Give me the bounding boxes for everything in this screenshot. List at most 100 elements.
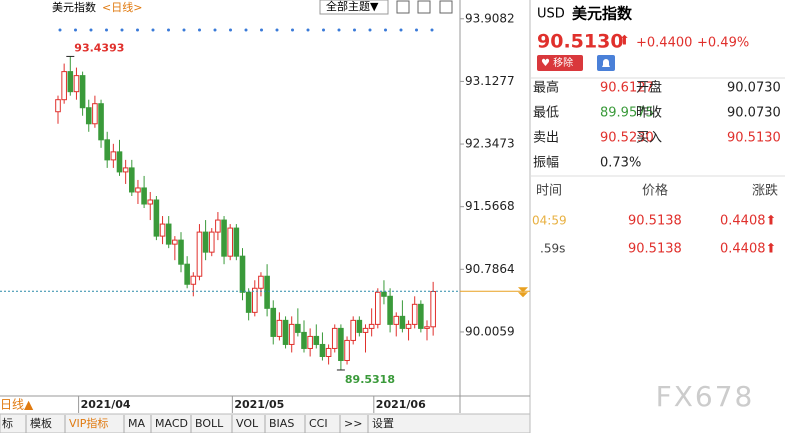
toolbar-item[interactable]: MA xyxy=(128,417,145,430)
toolbar-item[interactable]: 模板 xyxy=(30,416,52,430)
candle-body xyxy=(338,327,344,361)
x-tick-label: 2021/05 xyxy=(234,398,284,411)
toolbar-item[interactable]: VOL xyxy=(236,417,259,430)
candle-body xyxy=(92,103,98,125)
dot xyxy=(306,28,310,32)
candle-body xyxy=(368,323,375,329)
candle-body xyxy=(393,315,400,325)
candle-body xyxy=(147,199,154,205)
candle-body xyxy=(430,290,436,328)
stat-value: 90.6127 xyxy=(600,81,654,96)
remove-label[interactable]: ♥ 移除 xyxy=(541,56,573,69)
dot xyxy=(74,28,77,32)
candle-body xyxy=(411,303,418,325)
stat-label: 最低 xyxy=(533,106,559,121)
candle-body xyxy=(55,99,61,113)
candle-body xyxy=(405,323,412,329)
dot xyxy=(167,28,170,32)
dot xyxy=(229,28,232,32)
candle-body xyxy=(307,335,313,349)
stat-value: 90.5230 xyxy=(600,131,654,146)
quote-name: 美元指数 xyxy=(572,5,633,23)
symbol: USD xyxy=(537,7,565,22)
icon-button[interactable] xyxy=(439,0,453,14)
candle-body xyxy=(79,75,86,109)
stat-value: 89.9575 xyxy=(600,106,654,121)
toolbar-item[interactable]: 设置 xyxy=(372,417,394,430)
y-tick-label: 93.1277 xyxy=(465,74,515,88)
toolbar-item[interactable]: >> xyxy=(344,417,362,430)
candle-body xyxy=(190,275,197,285)
dot xyxy=(244,28,248,32)
extreme-label: 89.5318 xyxy=(345,373,395,386)
candle-body xyxy=(325,347,332,357)
stat-label: 开盘 xyxy=(636,80,662,96)
candle-body xyxy=(129,167,135,193)
remove-button[interactable] xyxy=(537,55,583,71)
toolbar-item[interactable]: BOLL xyxy=(195,417,224,430)
candle-body xyxy=(116,151,123,173)
chart-title: 美元指数 xyxy=(52,0,96,14)
candle-body xyxy=(276,319,283,337)
dot xyxy=(415,28,418,32)
period-button[interactable]: 日线▲ xyxy=(0,398,34,412)
theme-box[interactable] xyxy=(319,0,389,15)
dot xyxy=(89,28,93,32)
tick-header: 价格 xyxy=(642,183,668,199)
icon-button[interactable] xyxy=(396,0,410,14)
candle-body xyxy=(227,227,233,257)
candle-body xyxy=(184,263,190,285)
y-tick-label: 93.9082 xyxy=(465,11,515,25)
candle-body xyxy=(67,71,74,93)
stat-value: 90.0730 xyxy=(727,81,781,96)
icon-button[interactable] xyxy=(417,0,431,14)
dot xyxy=(105,28,108,32)
candle-body xyxy=(381,291,387,297)
candle-body xyxy=(350,319,356,341)
candle-body xyxy=(73,75,80,93)
x-tick-label: 2021/04 xyxy=(81,398,131,411)
tick-header: 时间 xyxy=(536,184,562,199)
candle-body xyxy=(85,107,92,125)
candle-body xyxy=(399,315,406,329)
stat-label: 昨收 xyxy=(636,106,662,121)
dot xyxy=(260,28,263,32)
change: +0.4400 xyxy=(636,36,692,51)
stat-label: 振幅 xyxy=(533,156,559,171)
candle-body xyxy=(239,255,246,293)
candle-body xyxy=(424,326,430,329)
bell-icon xyxy=(602,59,610,67)
y-tick-label: 90.7864 xyxy=(465,262,515,276)
x-tick-label: 2021/06 xyxy=(376,398,426,411)
candle-body xyxy=(221,219,227,257)
dot xyxy=(353,28,356,32)
toolbar-item[interactable]: VIP指标 xyxy=(69,416,108,430)
candle-body xyxy=(165,223,172,245)
candle-body xyxy=(319,343,326,357)
toolbar-item[interactable]: 标 xyxy=(2,416,13,430)
candle-body xyxy=(135,187,141,193)
candle-body xyxy=(362,327,369,333)
candle-body xyxy=(245,291,252,313)
toolbar-item[interactable]: CCI xyxy=(309,417,328,430)
toolbar-item[interactable]: MACD xyxy=(155,417,188,430)
candle-body xyxy=(270,307,277,337)
candle-body xyxy=(344,339,350,361)
period[interactable]: <日线> xyxy=(102,0,142,14)
candle-body xyxy=(313,335,320,345)
extreme-label: 93.4393 xyxy=(74,41,124,54)
dot xyxy=(120,28,124,32)
dot xyxy=(384,28,387,32)
toolbar-item[interactable]: BIAS xyxy=(269,417,294,430)
candle-body xyxy=(375,291,381,325)
candle-body xyxy=(178,239,184,265)
dot xyxy=(368,28,372,32)
y-tick-label: 91.5668 xyxy=(465,199,515,213)
dot xyxy=(136,28,139,32)
candle-body xyxy=(122,167,129,173)
candle-body xyxy=(172,239,178,245)
theme-select[interactable]: 全部主题▼ xyxy=(326,0,379,13)
